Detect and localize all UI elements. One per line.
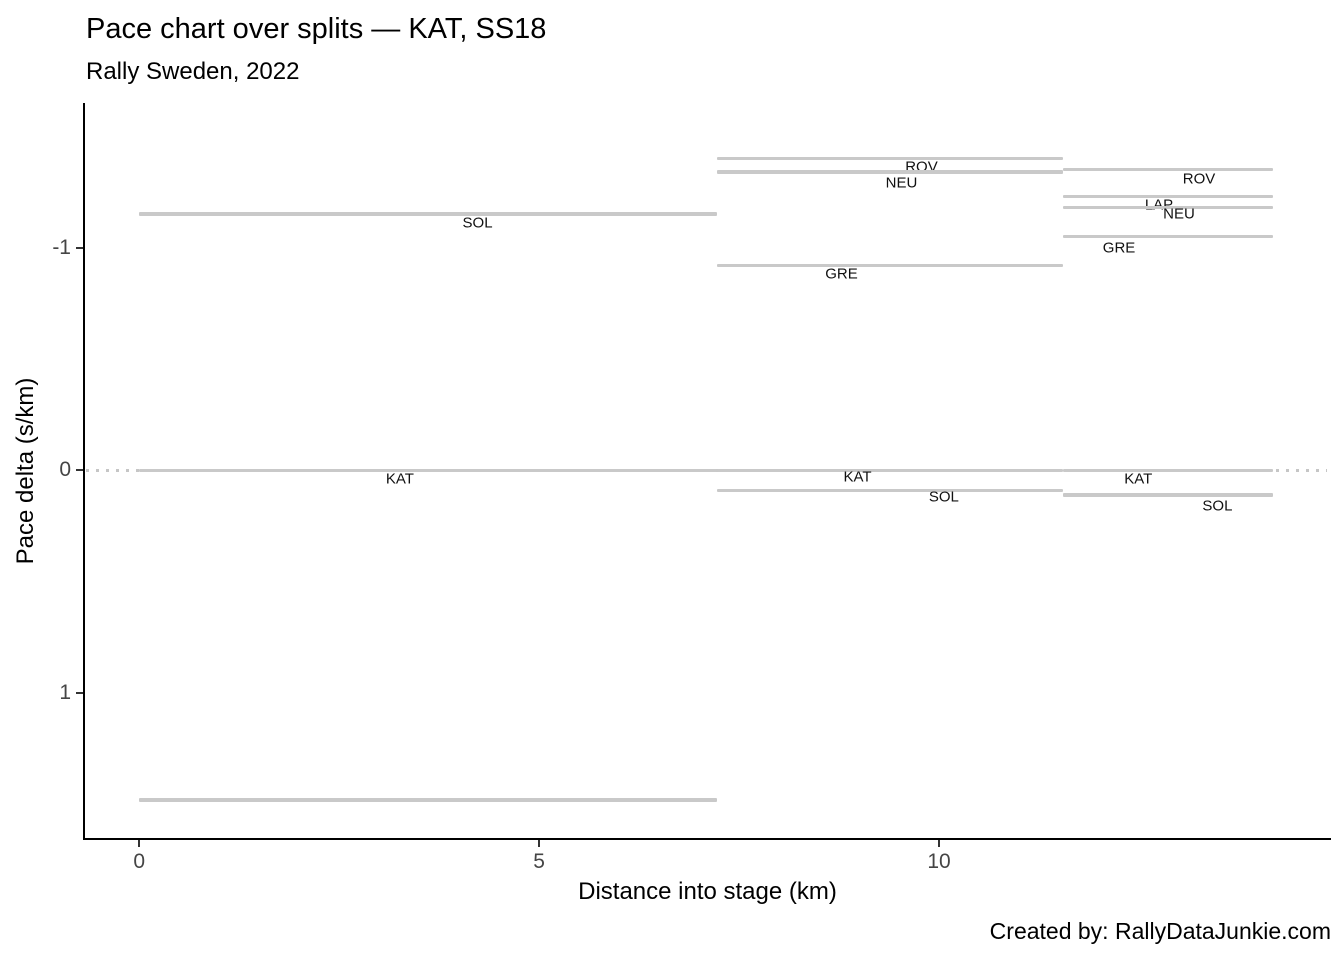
x-tick-label: 0 bbox=[133, 850, 146, 873]
pace-segment-rov-split3 bbox=[1063, 167, 1273, 172]
driver-label-gre-split2: GRE bbox=[825, 265, 858, 283]
x-tick-label: 5 bbox=[533, 850, 545, 873]
y-tick-label: -1 bbox=[52, 235, 71, 259]
x-tick-mark bbox=[538, 840, 541, 847]
pace-segment-neu-split3 bbox=[1063, 205, 1273, 210]
driver-label-lap-split3: LAP bbox=[1145, 197, 1173, 214]
x-tick-label: 10 bbox=[927, 850, 951, 873]
driver-label-neu-split3: NEU bbox=[1163, 205, 1195, 223]
pace-segment-gre-split2 bbox=[717, 263, 1064, 268]
driver-label-kat-split1: KAT bbox=[385, 470, 414, 488]
pace-segment-rov-split2 bbox=[717, 156, 1064, 161]
driver-label-sol-split1: SOL bbox=[462, 214, 493, 232]
y-tick-mark bbox=[76, 692, 83, 695]
pace-segment-lap-split3 bbox=[1063, 194, 1273, 199]
pace-segment-sol-split2 bbox=[717, 488, 1064, 493]
pace-segment-kat-split2 bbox=[717, 468, 1064, 473]
x-axis-title: Distance into stage (km) bbox=[578, 878, 837, 905]
driver-label-kat-split3: KAT bbox=[1124, 470, 1153, 488]
driver-label-sol-split3: SOL bbox=[1202, 497, 1233, 515]
pace-segment-sol-split3 bbox=[1063, 493, 1273, 497]
y-axis-line bbox=[83, 103, 85, 840]
chart-title: Pace chart over splits — KAT, SS18 bbox=[86, 13, 547, 45]
y-tick-label: 0 bbox=[59, 458, 71, 482]
y-axis-title: Pace delta (s/km) bbox=[12, 377, 39, 565]
y-tick-label: 1 bbox=[59, 681, 71, 705]
credit-caption: Created by: RallyDataJunkie.com bbox=[989, 918, 1331, 944]
driver-label-sol-split2: SOL bbox=[928, 488, 959, 506]
driver-label-neu-split2: NEU bbox=[885, 174, 918, 192]
chart-subtitle: Rally Sweden, 2022 bbox=[86, 58, 300, 85]
driver-label-kat-split2: KAT bbox=[843, 468, 872, 486]
pace-segment-kat-split1 bbox=[139, 468, 718, 473]
y-tick-mark bbox=[76, 469, 83, 472]
pace-segment-neu-split2 bbox=[717, 170, 1064, 174]
x-tick-mark bbox=[938, 840, 941, 847]
x-tick-mark bbox=[138, 840, 141, 847]
pace-segment-sol-split1 bbox=[139, 212, 718, 216]
x-axis-line bbox=[83, 838, 1331, 840]
y-tick-mark bbox=[76, 246, 83, 249]
driver-label-rov-split3: ROV bbox=[1182, 170, 1216, 188]
pace-segment-kat-split3 bbox=[1063, 468, 1273, 473]
pace-segment-unlabeled-split1 bbox=[139, 798, 718, 802]
driver-label-gre-split3: GRE bbox=[1102, 239, 1136, 257]
pace-segment-gre-split3 bbox=[1063, 234, 1273, 239]
